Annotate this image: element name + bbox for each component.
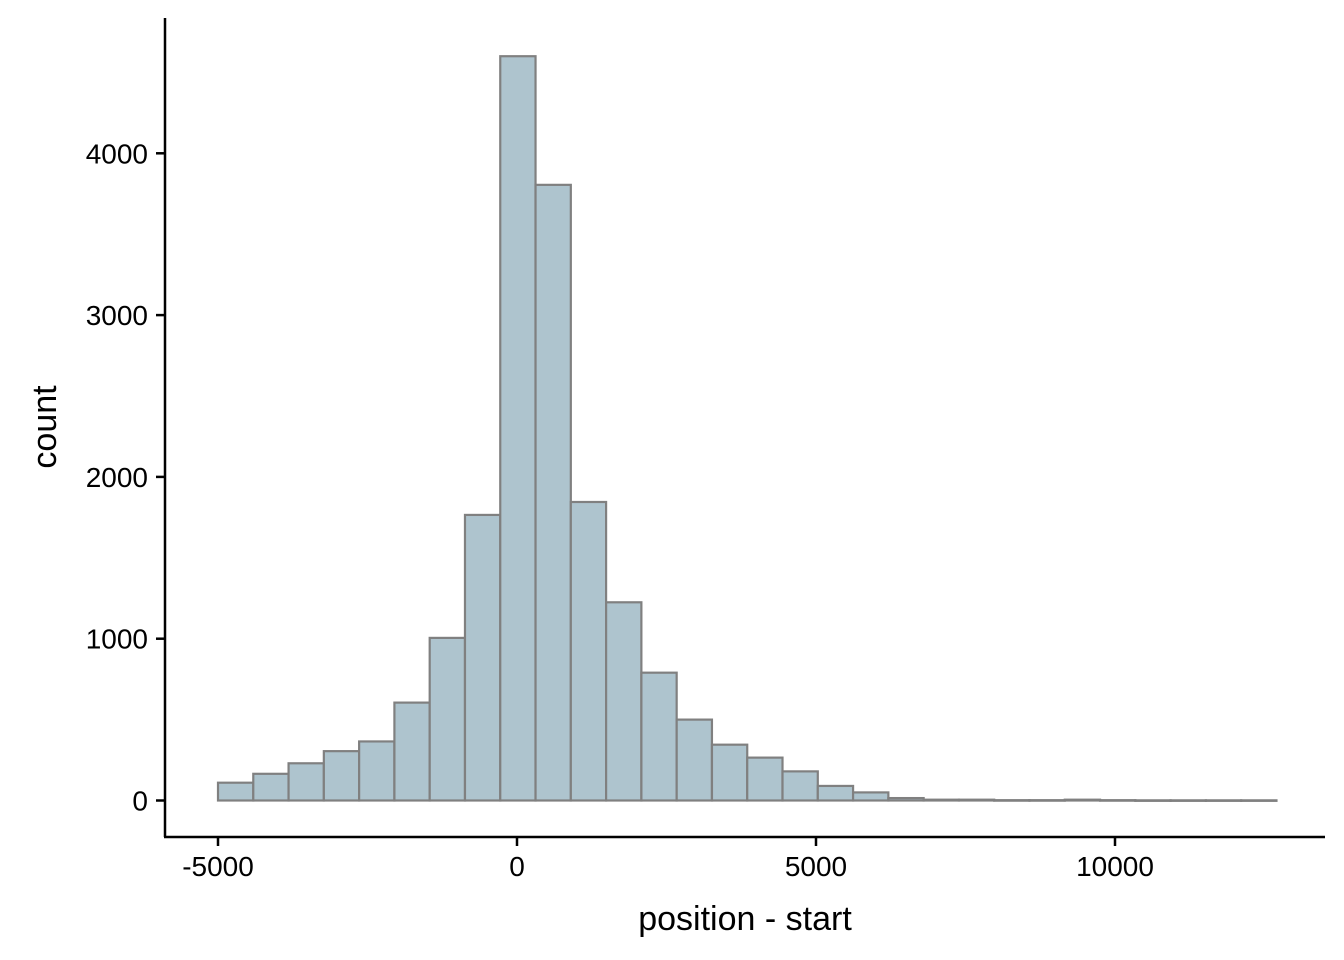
histogram-bar (781, 770, 819, 802)
histogram-bar (1204, 799, 1243, 802)
histogram-bars (216, 55, 1278, 802)
histogram-bar (993, 799, 1031, 802)
y-tick-label: 1000 (86, 624, 148, 655)
y-tick-label: 3000 (86, 300, 148, 331)
y-axis-ticks: 0 1000 2000 3000 4000 (86, 138, 165, 817)
x-tick-label: 5000 (785, 851, 847, 882)
histogram-bar (463, 513, 502, 802)
histogram-bar (428, 636, 467, 802)
histogram-bar (851, 791, 890, 802)
histogram-bar (252, 772, 290, 802)
x-axis-ticks: -5000 0 5000 10000 (182, 837, 1154, 882)
x-tick-label: 10000 (1076, 851, 1154, 882)
histogram-bar (887, 796, 925, 802)
histogram-bar (640, 671, 678, 802)
histogram-bar (957, 798, 996, 802)
histogram-bar (1098, 799, 1137, 802)
histogram-bar (1063, 798, 1102, 802)
histogram-bar (1028, 799, 1066, 802)
histogram-bar (1240, 799, 1278, 802)
y-tick-label: 4000 (86, 138, 148, 169)
histogram-bar (1169, 799, 1207, 802)
histogram-bar (675, 718, 714, 802)
histogram-bar (922, 798, 961, 802)
histogram-bar (358, 740, 396, 802)
histogram-bar (710, 743, 749, 802)
x-tick-label: -5000 (182, 851, 254, 882)
histogram-bar (287, 762, 325, 802)
y-tick-label: 2000 (86, 462, 148, 493)
histogram-bar (605, 601, 643, 802)
x-tick-label: 0 (509, 851, 525, 882)
histogram-bar (569, 500, 608, 802)
histogram-bar (816, 784, 855, 802)
histogram-bar (534, 183, 572, 802)
y-axis-title: count (26, 385, 64, 469)
histogram-bar (499, 55, 537, 802)
y-tick-label: 0 (132, 786, 148, 817)
histogram-bar (393, 701, 431, 802)
histogram-bar (1134, 799, 1172, 802)
x-axis-title: position - start (638, 900, 852, 938)
histogram-bar (322, 750, 361, 802)
histogram-bar (216, 781, 255, 802)
histogram-bar (746, 756, 784, 802)
